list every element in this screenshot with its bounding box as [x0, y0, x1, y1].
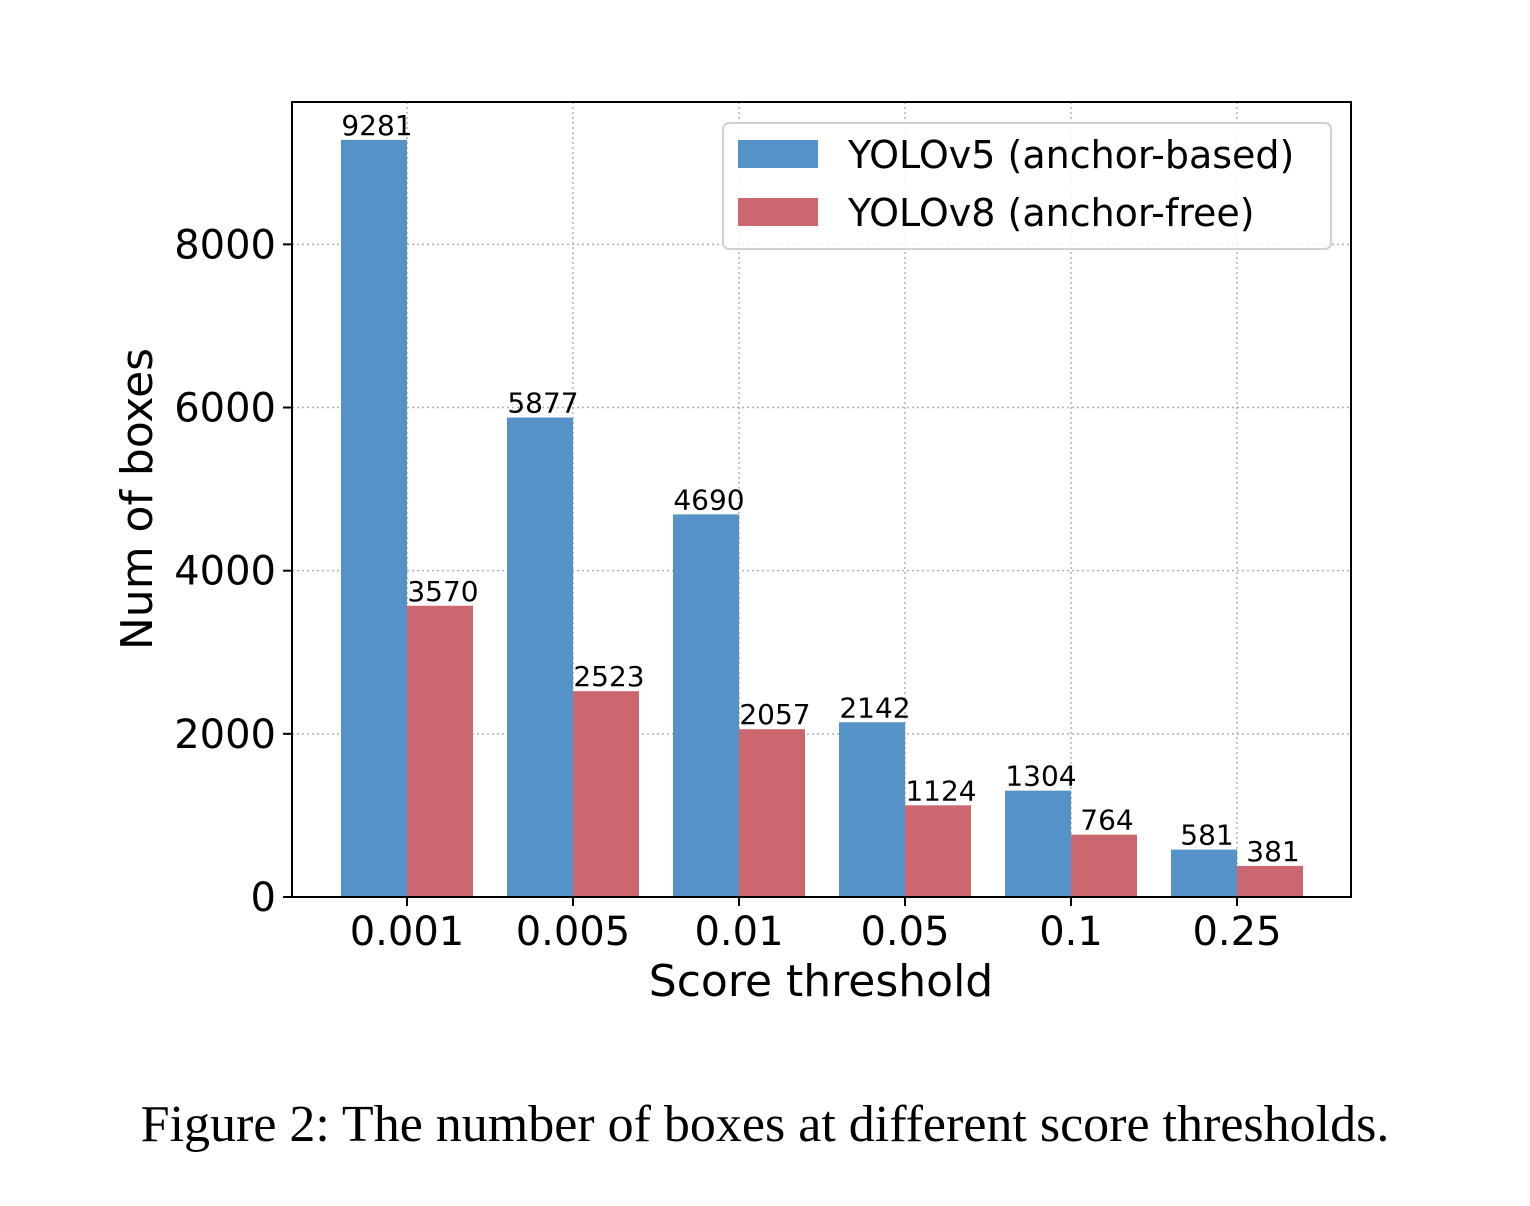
- plot-frame: [291, 101, 1352, 898]
- bar-value-label: 1124: [905, 774, 976, 807]
- x-axis-label: Score threshold: [649, 956, 993, 1007]
- bar-value-label: 9281: [341, 109, 412, 142]
- y-tick-label: 6000: [174, 386, 276, 432]
- bar-yolov5: [1171, 849, 1237, 897]
- bar-value-label: 2142: [839, 691, 910, 724]
- legend-swatch: [738, 198, 818, 226]
- y-axis: 0 2000 4000 6000 8000: [174, 222, 292, 921]
- x-tick-label: 0.001: [350, 909, 465, 955]
- bar-value-label: 5877: [507, 387, 578, 420]
- bar-yolov5: [839, 722, 905, 897]
- legend-frame: [722, 122, 1332, 250]
- bar-yolov8: [573, 691, 639, 897]
- x-axis: 0.001 0.005 0.01 0.05 0.1 0.25: [350, 897, 1282, 955]
- x-tick-label: 0.005: [516, 909, 631, 955]
- bars: [341, 139, 1303, 897]
- legend-label: YOLOv8 (anchor-free): [847, 191, 1255, 235]
- legend: YOLOv5 (anchor-based) YOLOv8 (anchor-free…: [722, 122, 1332, 250]
- x-tick-label: 0.25: [1192, 909, 1281, 955]
- y-tick-label: 0: [251, 875, 276, 921]
- bar-yolov8: [1071, 834, 1137, 897]
- x-tick-label: 0.1: [1039, 909, 1103, 955]
- bar-value-label: 2057: [739, 698, 810, 731]
- bar-yolov5: [1005, 790, 1071, 897]
- legend-label: YOLOv5 (anchor-based): [847, 133, 1294, 177]
- bar-yolov5: [673, 514, 739, 897]
- bar-value-label: 764: [1080, 804, 1133, 837]
- x-tick-label: 0.01: [694, 909, 783, 955]
- bar-yolov8: [905, 805, 971, 897]
- y-tick-label: 4000: [174, 549, 276, 595]
- bar-value-label: 581: [1180, 819, 1233, 852]
- bar-yolov8: [1237, 865, 1303, 897]
- bar-value-label: 2523: [573, 660, 644, 693]
- y-tick-label: 2000: [174, 712, 276, 758]
- x-tick-label: 0.05: [860, 909, 949, 955]
- bar-value-label: 3570: [407, 575, 478, 608]
- bar-yolov8: [739, 729, 805, 897]
- y-tick-label: 8000: [174, 222, 276, 268]
- bar-yolov5: [341, 139, 407, 897]
- y-axis-label: Num of boxes: [112, 348, 163, 650]
- figure-caption: Figure 2: The number of boxes at differe…: [140, 1096, 1390, 1153]
- bar-yolov5: [507, 417, 573, 897]
- legend-swatch: [738, 140, 818, 168]
- bar-value-label: 1304: [1005, 760, 1076, 793]
- bar-value-label: 381: [1246, 835, 1299, 868]
- bar-yolov8: [407, 605, 473, 897]
- bar-value-label: 4690: [673, 483, 744, 516]
